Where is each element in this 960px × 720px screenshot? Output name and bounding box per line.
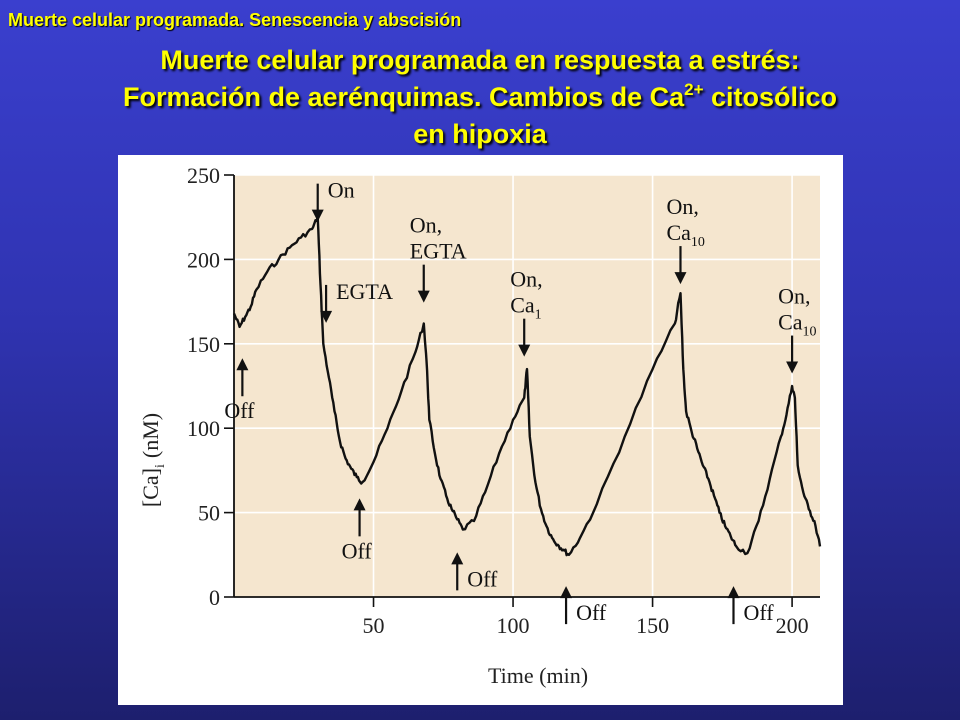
- x-tick-label: 200: [776, 613, 809, 638]
- y-tick-label: 150: [187, 332, 220, 357]
- y-tick-label: 0: [209, 585, 220, 610]
- x-tick-label: 150: [636, 613, 669, 638]
- annotation-on: On,Ca10: [666, 194, 705, 285]
- annotation-label: Off: [342, 538, 373, 563]
- y-tick-label: 250: [187, 163, 220, 188]
- annotation-label: Ca1: [510, 293, 541, 323]
- annotation-label: Off: [224, 398, 255, 423]
- calcium-series-line: [232, 216, 822, 557]
- title-line-1: Muerte celular programada en respuesta a…: [160, 45, 800, 75]
- svg-text:[Ca]i(nM): [Ca]i (nM): [138, 413, 168, 507]
- x-tick-labels: 50 100 150 200: [363, 613, 809, 638]
- annotation-label: Off: [743, 600, 774, 625]
- y-axis-label-sub: i: [153, 464, 168, 468]
- grid-lines: [234, 174, 820, 597]
- y-tick-label: 50: [198, 501, 220, 526]
- title-superscript: 2+: [684, 80, 704, 99]
- annotation-label: On: [328, 178, 355, 203]
- arrow-up-icon: [353, 498, 366, 511]
- annotation-label: On,: [410, 213, 442, 238]
- annotation-on: On,EGTA: [410, 213, 467, 303]
- arrow-down-icon: [320, 310, 333, 323]
- annotation-subscript: 10: [691, 235, 705, 250]
- annotation-label: Ca10: [778, 310, 816, 340]
- slide-title: Muerte celular programada en respuesta a…: [0, 42, 960, 153]
- y-tick-label: 100: [187, 416, 220, 441]
- annotation-label: Off: [467, 566, 498, 591]
- arrow-down-icon: [417, 290, 430, 303]
- annotation-label: Ca10: [666, 220, 704, 250]
- y-tick-label: 200: [187, 247, 220, 272]
- annotation-reagent: Ca: [778, 310, 803, 335]
- annotation-label: On,: [778, 284, 810, 309]
- annotation-label: On,: [666, 194, 698, 219]
- title-line-2-pre: Formación de aerénquimas. Cambios de Ca: [122, 82, 685, 112]
- annotation-off: Off: [224, 358, 255, 423]
- y-axis-label-main: [Ca]: [138, 468, 163, 507]
- arrow-down-icon: [311, 209, 324, 222]
- axes: [224, 174, 820, 607]
- annotation-on: On,Ca10: [778, 284, 817, 374]
- arrow-down-icon: [786, 361, 799, 374]
- annotation-on: On: [311, 178, 355, 222]
- arrow-up-icon: [727, 586, 740, 599]
- x-axis-label: Time (min): [488, 663, 588, 688]
- annotations: OnEGTAOffOffOn,EGTAOffOn,Ca1OffOn,Ca10Of…: [224, 178, 816, 625]
- title-line-2-post: citosólico: [703, 82, 838, 112]
- title-line-2: Formación de aerénquimas. Cambios de Ca2…: [0, 79, 960, 116]
- annotation-off: Off: [727, 586, 774, 625]
- y-axis-label: [Ca]i (nM): [138, 413, 168, 507]
- annotation-label: Off: [576, 600, 607, 625]
- x-tick-label: 50: [363, 613, 385, 638]
- annotation-on: EGTA: [320, 279, 393, 323]
- arrow-up-icon: [451, 552, 464, 565]
- annotation-on: On,Ca1: [510, 267, 543, 357]
- annotation-label: EGTA: [410, 239, 467, 264]
- annotation-subscript: 10: [803, 325, 817, 340]
- annotation-label: On,: [510, 267, 542, 292]
- title-line-3: en hipoxia: [413, 119, 547, 149]
- annotation-off: Off: [342, 498, 373, 563]
- arrow-up-icon: [236, 358, 249, 371]
- arrow-up-icon: [560, 586, 573, 599]
- annotation-off: Off: [560, 586, 607, 625]
- arrow-down-icon: [674, 272, 687, 285]
- annotation-reagent: Ca: [666, 220, 691, 245]
- arrow-down-icon: [518, 344, 531, 357]
- x-tick-label: 100: [497, 613, 530, 638]
- annotation-subscript: 1: [535, 308, 542, 323]
- annotation-reagent: Ca: [510, 293, 535, 318]
- annotation-reagent: EGTA: [410, 239, 467, 264]
- chart-figure: 0 50 100 150 200 250 50 100 150 200 On EGTA Off Off…: [118, 155, 843, 705]
- calcium-line-chart: 0 50 100 150 200 250 50 100 150 200 On EGTA Off Off…: [138, 163, 822, 688]
- y-tick-labels: 0 50 100 150 200 250: [187, 163, 220, 610]
- annotation-off: Off: [451, 552, 498, 591]
- annotation-label: EGTA: [336, 279, 393, 304]
- y-axis-label-unit: (nM): [138, 413, 163, 458]
- section-title: Muerte celular programada. Senescencia y…: [8, 10, 462, 30]
